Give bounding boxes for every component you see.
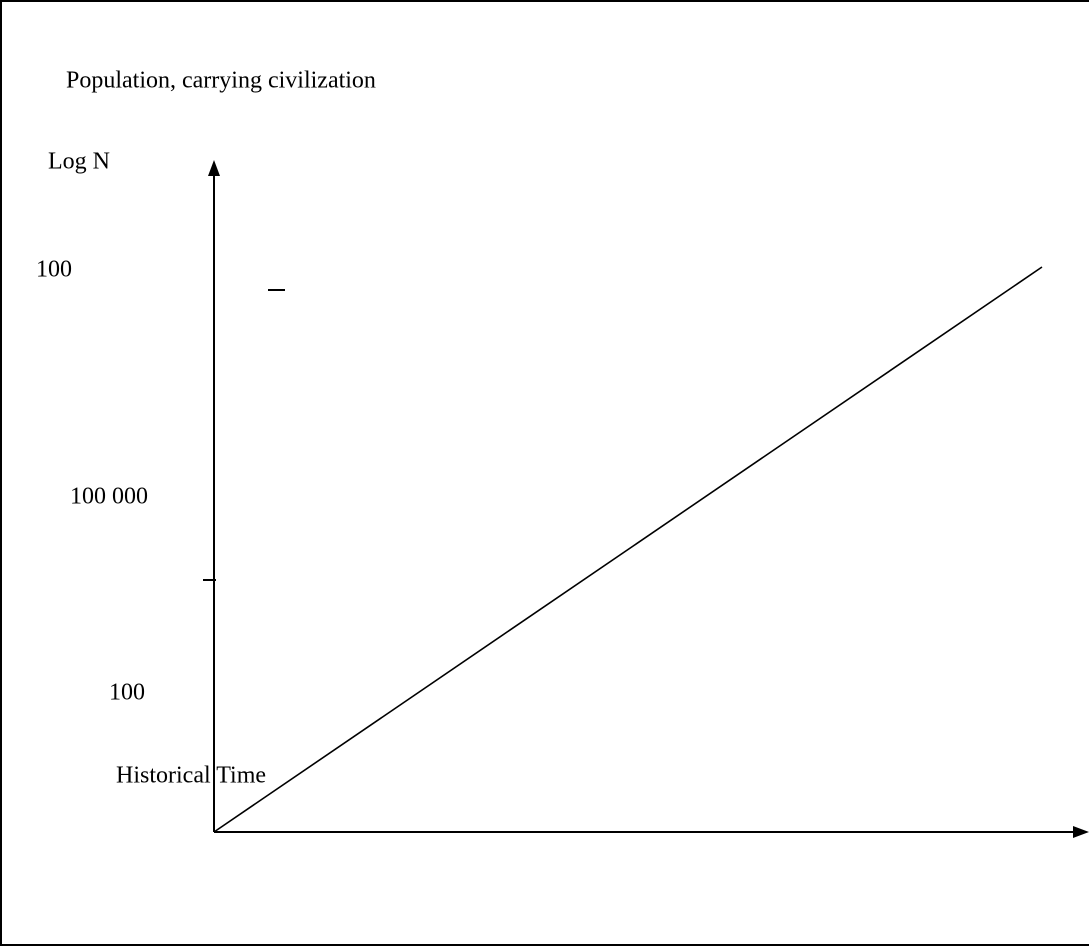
y-axis-level: 100 000 [70, 484, 148, 510]
y-axis-level: 100 [36, 257, 72, 283]
x-axis-label: Historical Time [116, 763, 266, 789]
trend-line [213, 266, 1043, 833]
y-axis-arrow [208, 160, 220, 176]
y-axis-level: 100 [109, 680, 145, 706]
x-axis-arrow [1073, 826, 1089, 838]
y-axis-label: Log N [48, 149, 110, 175]
title: Population, carrying civilization [66, 68, 376, 94]
